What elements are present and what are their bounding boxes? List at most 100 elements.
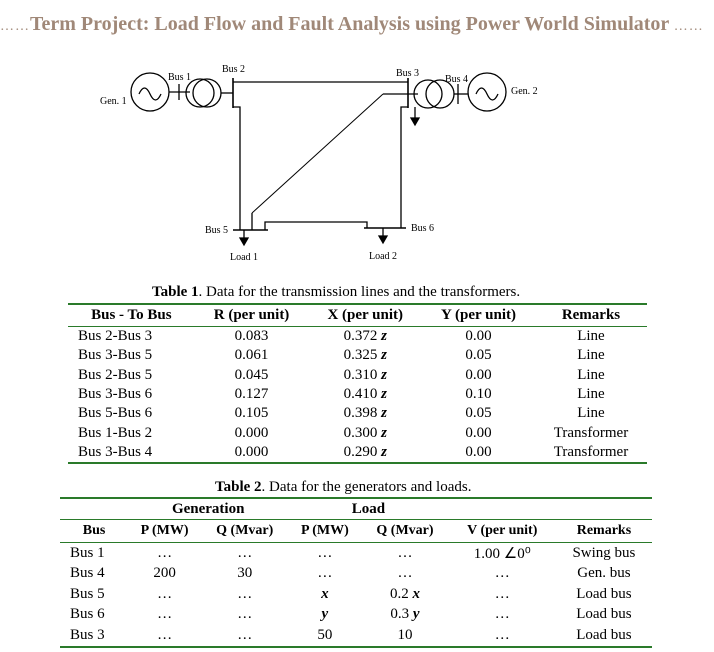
table-cell: 0.05 — [465, 347, 492, 364]
table-cell: x — [321, 585, 329, 602]
table-cell: … — [494, 585, 510, 602]
table-row: Bus 3 … … 50 10 … Load bus — [60, 625, 652, 647]
document-title: ……Term Project: Load Flow and Fault Anal… — [0, 13, 704, 35]
table-cell: 0.3 y — [390, 606, 420, 623]
table-cell: … — [494, 606, 510, 623]
table-cell: 0.2 x — [389, 585, 420, 602]
label-load-1: Load 1 — [230, 252, 258, 263]
table-row: Bus 1-Bus 2 0.000 0.300 z 0.00 Transformer — [68, 423, 647, 442]
table-cell: … — [237, 585, 253, 602]
label-gen-2: Gen. 2 — [511, 86, 538, 97]
table-cell: Line — [577, 328, 605, 345]
table-1: Bus - To Bus R (per unit) X (per unit) Y (p… — [68, 303, 647, 465]
table-cell: 0.045 — [234, 366, 269, 383]
table-cell: 200 — [153, 565, 176, 582]
table-cell: 0.083 — [234, 328, 269, 345]
table-cell: Swing bus — [572, 544, 636, 561]
label-gen-1: Gen. 1 — [100, 96, 127, 107]
table-cell: Line — [577, 386, 605, 403]
table-row: Bus 5-Bus 6 0.105 0.398 z 0.05 Line — [68, 404, 647, 423]
table-cell: Load bus — [576, 606, 632, 623]
table-cell: 1.00 ∠0⁰ — [473, 545, 531, 562]
table-cell: Bus 1 — [70, 544, 105, 561]
load-arrow-icon — [409, 117, 421, 127]
table-cell: 10 — [397, 626, 413, 643]
table-cell: 0.310 z — [343, 366, 387, 383]
table-cell: y — [321, 606, 329, 623]
table-cell: … — [157, 544, 173, 561]
table-cell: … — [157, 585, 173, 602]
table-cell: … — [317, 565, 333, 582]
generator-2-icon — [467, 72, 507, 112]
table-row: Bus 1 … … … … 1.00 ∠0⁰ Swing bus — [60, 543, 652, 564]
table-cell: Bus 1-Bus 2 — [78, 424, 153, 441]
table-cell: 0.00 — [465, 424, 492, 441]
label-bus-2: Bus 2 — [222, 64, 245, 75]
table-cell: Bus 3-Bus 6 — [78, 386, 153, 403]
table-row: Bus 4 200 30 … … … Gen. bus — [60, 564, 652, 585]
transformer-1-icon — [185, 78, 222, 108]
table-cell: 0.000 — [234, 443, 269, 460]
table-header-row: Bus P (MW) Q (Mvar) P (MW) Q (Mvar) V (per un… — [60, 519, 652, 543]
table-cell: … — [397, 565, 413, 582]
table-cell: Bus 6 — [70, 606, 105, 623]
table-1-caption: Table 1. Data for the transmission lines… — [152, 284, 521, 300]
table-cell: 0.290 z — [343, 443, 387, 460]
table-row: Bus 3-Bus 5 0.061 0.325 z 0.05 Line — [68, 346, 647, 365]
table-cell: 0.105 — [234, 405, 269, 422]
table-cell: … — [157, 626, 173, 643]
table-cell: 0.00 — [465, 328, 492, 345]
table-cell: … — [317, 544, 333, 561]
table-row: Bus 2-Bus 3 0.083 0.372 z 0.00 Line — [68, 327, 647, 347]
one-line-diagram: Gen. 1 Gen. 2 Bus 1 Bus 2 Bus 3 Bus 4 Bu… — [100, 64, 538, 263]
table-row: Bus 3-Bus 6 0.127 0.410 z 0.10 Line — [68, 385, 647, 404]
table-cell: 0.372 z — [343, 328, 387, 345]
label-load-2: Load 2 — [369, 251, 397, 262]
table-2-caption: Table 2. Data for the generators and loa… — [215, 479, 472, 495]
table-cell: Bus 4 — [70, 565, 105, 582]
label-bus-4: Bus 4 — [445, 74, 468, 85]
table-cell: 0.10 — [465, 386, 492, 403]
load-arrow-icon — [238, 237, 250, 247]
label-bus-5: Bus 5 — [205, 225, 228, 236]
table-cell: … — [237, 606, 253, 623]
table-cell: 0.061 — [234, 347, 269, 364]
table-cell: Transformer — [553, 424, 629, 441]
table-cell: Gen. bus — [577, 565, 631, 582]
table-cell: 30 — [237, 565, 253, 582]
table-cell: 0.410 z — [343, 386, 387, 403]
table-cell: Transformer — [553, 443, 629, 460]
label-bus-3: Bus 3 — [396, 68, 419, 79]
table-cell: … — [397, 544, 413, 561]
table-cell: 0.00 — [465, 443, 492, 460]
table-cell: Bus 3-Bus 4 — [78, 443, 153, 460]
table-cell: 0.398 z — [343, 405, 387, 422]
table-cell: 0.325 z — [343, 347, 387, 364]
table-row: Bus 5 … … x 0.2 x … Load bus — [60, 584, 652, 605]
generator-1-icon — [130, 72, 170, 112]
table-cell: Line — [577, 347, 605, 364]
label-bus-1: Bus 1 — [168, 72, 191, 83]
table-header-row: Bus - To Bus R (per unit) X (per unit) Y (p… — [68, 304, 647, 327]
table-cell: … — [237, 626, 253, 643]
table-row: Bus 6 … … y 0.3 y … Load bus — [60, 605, 652, 626]
table-cell: 0.00 — [465, 366, 492, 383]
table-2: Generation Load Bus P (MW) Q (Mvar) P (MW) Q … — [60, 497, 652, 648]
table-cell: Load bus — [576, 626, 632, 643]
table-cell: Line — [577, 366, 605, 383]
table-cell: 0.300 z — [343, 424, 387, 441]
table-cell: Bus 3-Bus 5 — [78, 347, 153, 364]
table-cell: 0.05 — [465, 405, 492, 422]
table-cell: … — [237, 544, 253, 561]
table-row: Bus 2-Bus 5 0.045 0.310 z 0.00 Line — [68, 366, 647, 385]
table-cell: Bus 2-Bus 5 — [78, 366, 153, 383]
table-cell: … — [494, 626, 510, 643]
load-arrow-icon — [377, 235, 389, 245]
table-cell: … — [494, 565, 510, 582]
table-cell: … — [157, 606, 173, 623]
table-cell: Line — [577, 405, 605, 422]
table-cell: Bus 2-Bus 3 — [78, 328, 153, 345]
table-cell: Bus 5-Bus 6 — [78, 405, 153, 422]
table-cell: Bus 5 — [70, 585, 105, 602]
table-cell: Bus 3 — [70, 626, 105, 643]
